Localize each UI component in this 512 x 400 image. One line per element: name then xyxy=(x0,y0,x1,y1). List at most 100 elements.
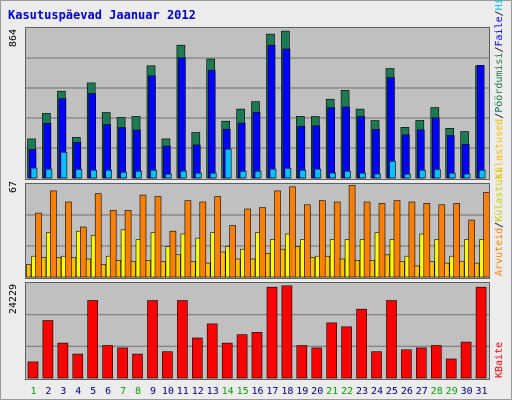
pages-bar-21 xyxy=(329,172,337,179)
sites-bar-28 xyxy=(438,204,446,278)
pages-bar-5 xyxy=(90,169,97,179)
visits-total-bar-21 xyxy=(324,255,331,278)
mid-y-max-label: 67 xyxy=(8,181,19,194)
kbytes-bar-24 xyxy=(371,351,382,379)
day-label-7: 7 xyxy=(120,386,126,397)
visits-total-bar-4 xyxy=(70,257,77,278)
day-label-8: 8 xyxy=(135,386,141,397)
kbytes-panel xyxy=(25,282,490,380)
kbytes-bar-1 xyxy=(27,361,39,379)
files-bar-30 xyxy=(461,144,470,179)
sites-bar-8 xyxy=(139,194,147,278)
files-bar-8 xyxy=(133,129,141,179)
pages-bar-8 xyxy=(135,170,142,179)
legend-top-3: Hitid xyxy=(494,0,505,10)
visits-total-bar-1 xyxy=(26,264,32,278)
sites-bar-3 xyxy=(65,201,72,278)
visits-total-bar-29 xyxy=(444,262,450,278)
pages-bar-10 xyxy=(165,173,172,179)
sites-bar-20 xyxy=(318,200,326,278)
pages-bar-9 xyxy=(150,169,157,179)
files-bar-10 xyxy=(163,145,171,179)
pages-bar-7 xyxy=(120,172,127,179)
sites-bar-1 xyxy=(35,212,42,278)
files-bar-16 xyxy=(252,111,261,179)
kbytes-bar-22 xyxy=(341,326,352,379)
sites-bar-11 xyxy=(184,200,192,278)
pages-bar-23 xyxy=(359,172,366,179)
day-label-1: 1 xyxy=(30,386,36,397)
kbytes-bar-25 xyxy=(386,300,397,379)
sites-bar-31 xyxy=(483,192,489,278)
visits-total-bar-25 xyxy=(384,254,390,278)
day-label-15: 15 xyxy=(237,386,249,397)
day-label-5: 5 xyxy=(90,386,96,397)
legend-top-2: Faile xyxy=(494,16,505,47)
visits-total-bar-18 xyxy=(280,248,286,278)
sites-bar-21 xyxy=(333,201,341,278)
kbytes-bar-23 xyxy=(356,308,367,379)
kbytes-bar-13 xyxy=(206,323,218,379)
day-label-20: 20 xyxy=(311,386,323,397)
kbytes-bar-19 xyxy=(296,345,308,379)
kbytes-bar-15 xyxy=(236,334,248,379)
pages-bar-25 xyxy=(389,161,396,179)
kbytes-bar-7 xyxy=(117,347,128,379)
day-label-21: 21 xyxy=(326,386,338,397)
kbytes-bar-9 xyxy=(147,300,158,379)
visits-total-bar-28 xyxy=(429,261,435,278)
visits-total-bar-23 xyxy=(354,260,360,278)
sites-bar-30 xyxy=(468,219,475,278)
legend-bot: KBaite xyxy=(494,284,505,378)
day-label-13: 13 xyxy=(207,386,219,397)
day-label-11: 11 xyxy=(177,386,189,397)
legend-top: Külastused/Pöördumisi/Faile/Hitid xyxy=(494,0,505,179)
pages-bar-24 xyxy=(374,173,381,179)
visits-total-bar-17 xyxy=(265,253,271,278)
pages-bar-28 xyxy=(433,169,441,179)
files-bar-24 xyxy=(372,129,380,179)
hits-files-pages-chart xyxy=(26,30,489,179)
sites-bar-4 xyxy=(79,226,87,278)
day-label-28: 28 xyxy=(431,386,443,397)
kbytes-bar-8 xyxy=(132,353,143,379)
sites-bar-10 xyxy=(169,230,177,278)
pages-bar-31 xyxy=(478,169,486,179)
legend-top-1: Pöördumisi xyxy=(494,52,505,113)
kbytes-bar-30 xyxy=(460,341,472,379)
visits-total-bar-14 xyxy=(220,251,226,278)
kbytes-bar-21 xyxy=(326,322,338,379)
pages-bar-16 xyxy=(254,170,262,179)
sites-bar-2 xyxy=(50,190,57,278)
sites-bar-19 xyxy=(303,204,311,278)
sites-bar-29 xyxy=(453,203,461,278)
visits-total-bar-8 xyxy=(130,261,136,278)
visits-total-bar-6 xyxy=(100,264,106,278)
sites-bar-27 xyxy=(423,203,431,278)
hits-files-pages-panel xyxy=(25,27,490,180)
kbytes-bar-4 xyxy=(72,353,84,379)
visits-total-bar-31 xyxy=(474,262,480,278)
files-bar-17 xyxy=(267,44,276,179)
pages-bar-3 xyxy=(60,152,68,179)
visits-total-bar-13 xyxy=(205,262,211,278)
files-bar-5 xyxy=(88,93,97,179)
files-bar-9 xyxy=(148,75,156,179)
files-bar-13 xyxy=(207,69,216,179)
pages-bar-19 xyxy=(299,169,307,179)
sites-bar-7 xyxy=(124,210,132,278)
kbytes-bar-14 xyxy=(221,342,233,379)
files-bar-18 xyxy=(282,48,291,179)
day-label-14: 14 xyxy=(222,386,234,397)
files-bar-31 xyxy=(476,64,485,179)
sites-visits-chart xyxy=(26,185,489,278)
kbytes-bar-10 xyxy=(162,351,173,379)
day-label-2: 2 xyxy=(45,386,51,397)
visits-total-bar-11 xyxy=(175,254,181,278)
files-bar-21 xyxy=(327,107,336,179)
kbytes-bar-5 xyxy=(87,300,99,379)
pages-bar-13 xyxy=(209,172,217,179)
day-label-27: 27 xyxy=(416,386,428,397)
legend-mid: Arvuteid/Külastusi xyxy=(494,167,505,276)
files-bar-28 xyxy=(431,117,440,179)
